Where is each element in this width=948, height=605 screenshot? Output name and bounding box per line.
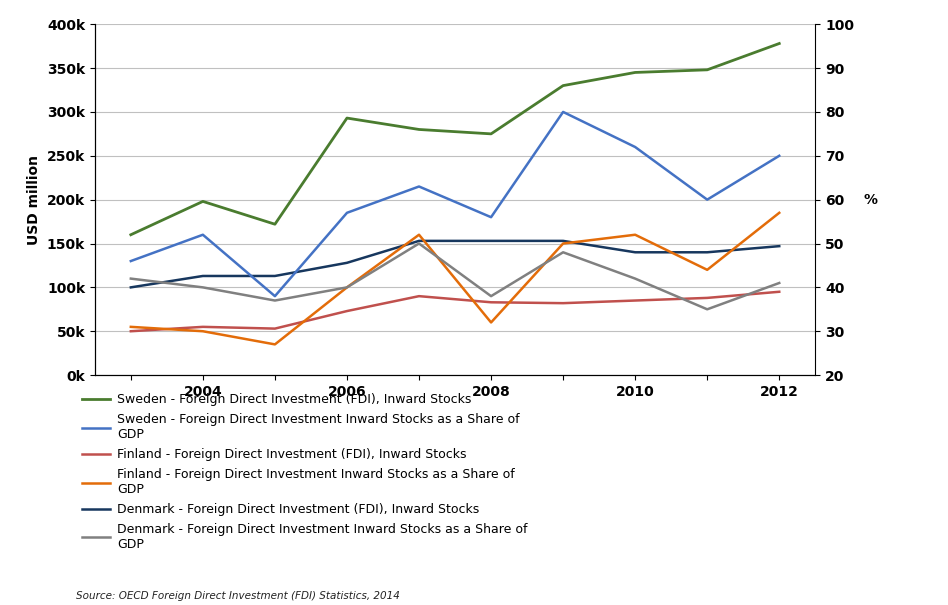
Legend: Sweden - Foreign Direct Investment (FDI), Inward Stocks, Sweden - Foreign Direct: Sweden - Foreign Direct Investment (FDI)… — [82, 393, 528, 551]
Text: Source: OECD Foreign Direct Investment (FDI) Statistics, 2014: Source: OECD Foreign Direct Investment (… — [76, 591, 400, 601]
Y-axis label: %: % — [864, 192, 878, 207]
Y-axis label: USD million: USD million — [27, 155, 42, 244]
